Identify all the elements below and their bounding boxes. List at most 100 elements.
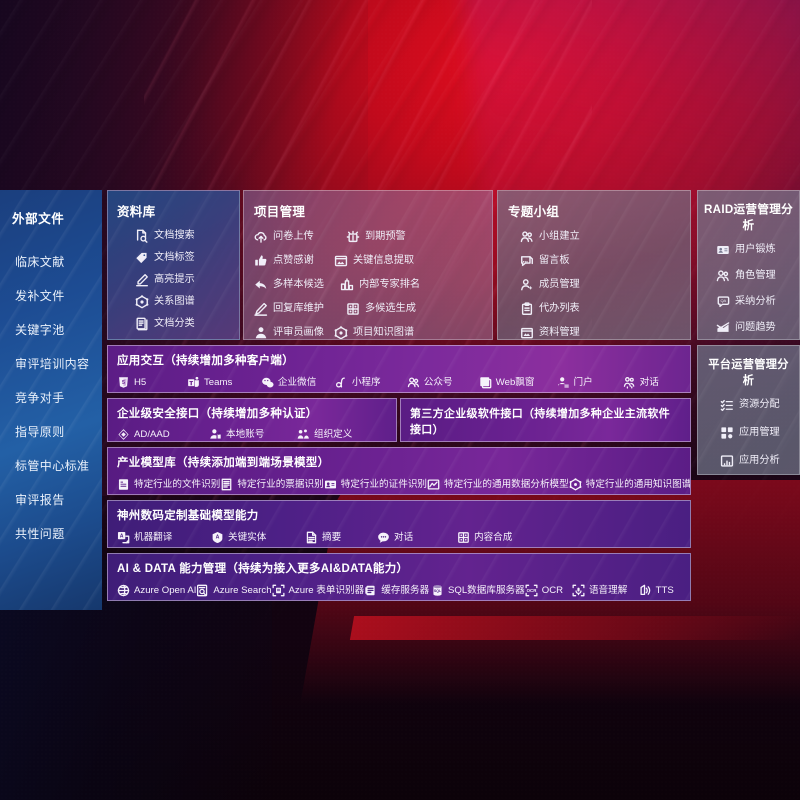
message-board-icon xyxy=(520,254,534,268)
sidebar-item-5[interactable]: 指导原则 xyxy=(0,415,102,449)
ai-item-h5[interactable]: 5 H5 xyxy=(117,376,187,389)
pm-item-project-graph[interactable]: 项目知识图谱 xyxy=(334,326,426,339)
raid-item-trend[interactable]: 问题趋势 xyxy=(716,321,793,335)
sec-item-org-def[interactable]: 组织定义 xyxy=(297,428,383,441)
raid-item-label: 用户锻炼 xyxy=(735,243,776,255)
plat-item-app-mgmt[interactable]: 应用管理 xyxy=(720,426,793,440)
pm-item-reply-lib[interactable]: 回复库维护 xyxy=(254,302,346,316)
aid-item-openai[interactable]: Azure Open AI xyxy=(117,584,196,597)
pm-item-expiry-alert[interactable]: 到期预警 xyxy=(346,230,432,244)
ai-item-dialog[interactable]: 对话 xyxy=(623,376,681,389)
receipt-icon xyxy=(220,478,233,491)
kb-item-label: 文档标签 xyxy=(154,251,195,263)
archive-icon xyxy=(520,326,534,339)
tg-item-message-board[interactable]: 留言板 xyxy=(520,254,596,268)
ai-item-label: Teams xyxy=(204,376,233,388)
tag-icon xyxy=(135,251,149,265)
im-item-data-analysis[interactable]: 特定行业的通用数据分析模型 xyxy=(427,478,569,491)
aid-item-speech[interactable]: 语音理解 xyxy=(572,584,639,597)
bm-item-translate[interactable]: A 机器翻译 xyxy=(117,531,211,544)
aid-item-sql-db[interactable]: SQL SQL数据库服务器 xyxy=(431,584,525,597)
sidebar-item-2[interactable]: 关键字池 xyxy=(0,313,102,347)
ai-item-web-popup[interactable]: Web飘窗 xyxy=(479,376,557,389)
plat-item-resource[interactable]: 资源分配 xyxy=(720,398,793,412)
tg-item-label: 留言板 xyxy=(539,254,570,266)
im-item-label: 特定行业的通用知识图谱模型 xyxy=(585,478,691,490)
im-item-receipt[interactable]: 特定行业的票据识别 xyxy=(220,478,324,491)
pm-item-multi-candidate[interactable]: 多样本候选 xyxy=(254,278,340,292)
tg-item-create-group[interactable]: 小组建立 xyxy=(520,230,616,244)
aid-item-ocr[interactable]: OCR OCR xyxy=(525,584,572,597)
kb-item-highlight[interactable]: 高亮提示 xyxy=(135,273,230,287)
rank-chart-icon xyxy=(340,278,354,292)
panel-title-platform-analysis: 平台运营管理分析 xyxy=(708,359,789,387)
sec-item-ad[interactable]: AD/AAD xyxy=(117,428,209,441)
kb-item-doc-search[interactable]: 文档搜索 xyxy=(135,229,230,243)
tg-item-material-mgmt[interactable]: 资料管理 xyxy=(520,326,616,339)
pen-icon xyxy=(254,302,268,316)
raid-item-role[interactable]: 角色管理 xyxy=(716,269,793,283)
bm-item-entity[interactable]: A 关键实体 xyxy=(211,531,305,544)
official-account-icon xyxy=(407,376,420,389)
tg-item-member-mgmt[interactable]: 成员管理 xyxy=(520,278,616,292)
sidebar-item-0[interactable]: 临床文献 xyxy=(0,245,102,279)
ai-item-official-account[interactable]: 公众号 xyxy=(407,376,479,389)
plat-item-app-analysis[interactable]: 应用分析 xyxy=(720,454,793,468)
ai-item-teams[interactable]: Teams xyxy=(187,376,261,389)
bm-item-label: 对话 xyxy=(394,531,414,543)
pm-item-thanks[interactable]: 点赞感谢 xyxy=(254,254,334,268)
kb-item-graph[interactable]: 关系图谱 xyxy=(135,295,230,309)
im-item-file-recog[interactable]: 特定行业的文件识别 xyxy=(117,478,220,491)
sidebar-title: 外部文件 xyxy=(12,212,65,226)
pm-item-survey-upload[interactable]: 问卷上传 xyxy=(254,230,346,244)
kb-item-doc-tag[interactable]: 文档标签 xyxy=(135,251,230,265)
panel-knowledge-base: 资料库 文档搜索 文档标签 高亮提示 关系图谱 文档分类 xyxy=(107,190,240,340)
sec-item-local-account[interactable]: 本地账号 xyxy=(209,428,297,441)
row-enterprise-security: 企业级安全接口（持续增加多种认证） AD/AAD 本地账号 组织定义 xyxy=(107,398,397,442)
bm-item-compose[interactable]: 内容合成 xyxy=(457,531,551,544)
pm-item-expert-rank[interactable]: 内部专家排名 xyxy=(340,278,420,292)
raid-item-adoption[interactable]: QA 采纳分析 xyxy=(716,295,793,309)
pm-item-label: 内部专家排名 xyxy=(359,278,421,290)
ai-item-wecom[interactable]: 企业微信 xyxy=(261,376,335,389)
pm-item-reviewer-profile[interactable]: 评审员画像 xyxy=(254,326,334,339)
sidebar-item-7[interactable]: 审评报告 xyxy=(0,483,102,517)
ai-item-miniprogram[interactable]: 小程序 xyxy=(335,376,407,389)
data-analysis-icon xyxy=(427,478,440,491)
aid-item-form-recognizer[interactable]: Azure 表单识别器 xyxy=(272,584,364,597)
html5-icon: 5 xyxy=(117,376,130,389)
search-doc-icon xyxy=(196,584,209,597)
aid-item-tts[interactable]: TTS xyxy=(639,584,681,597)
raid-item-user[interactable]: 用户锻炼 xyxy=(716,243,793,257)
apps-grid-icon xyxy=(720,426,734,440)
sidebar-item-3[interactable]: 审评培训内容 xyxy=(0,347,102,381)
panel-title-raid-analysis: RAID运营管理分析 xyxy=(704,203,794,232)
pm-item-key-info[interactable]: 关键信息提取 xyxy=(334,254,426,268)
sidebar-item-6[interactable]: 标管中心标准 xyxy=(0,449,102,483)
tg-item-label: 小组建立 xyxy=(539,230,580,242)
cloud-upload-icon xyxy=(254,230,268,244)
im-item-id-card[interactable]: 特定行业的证件识别 xyxy=(324,478,427,491)
bm-item-summary[interactable]: 摘要 xyxy=(305,531,377,544)
aid-item-cache-server[interactable]: 缓存服务器 xyxy=(364,584,431,597)
sidebar-item-label: 关键字池 xyxy=(15,323,65,337)
bm-item-label: 机器翻译 xyxy=(134,531,173,543)
ai-item-portal[interactable]: 门户 xyxy=(557,376,623,389)
im-item-knowledge-graph[interactable]: 特定行业的通用知识图谱模型 xyxy=(569,478,691,491)
chat-icon xyxy=(377,531,390,544)
grid-expand-icon xyxy=(346,302,360,316)
file-recog-icon xyxy=(117,478,130,491)
sidebar-item-1[interactable]: 发补文件 xyxy=(0,279,102,313)
qa-bubble-icon: QA xyxy=(716,295,730,309)
sidebar-item-8[interactable]: 共性问题 xyxy=(0,517,102,551)
im-item-label: 特定行业的票据识别 xyxy=(237,478,324,490)
miniprogram-icon xyxy=(335,376,348,389)
bm-item-chat[interactable]: 对话 xyxy=(377,531,457,544)
row-title-third-party-api: 第三方企业级软件接口（持续增加多种企业主流软件接口） xyxy=(410,408,670,436)
tg-item-todo-list[interactable]: 代办列表 xyxy=(520,302,596,316)
org-def-icon xyxy=(297,428,310,441)
kb-item-doc-class[interactable]: 文档分类 xyxy=(135,317,230,331)
aid-item-search[interactable]: Azure Search xyxy=(196,584,272,597)
pm-item-multi-gen[interactable]: 多候选生成 xyxy=(346,302,432,316)
sidebar-item-4[interactable]: 竞争对手 xyxy=(0,381,102,415)
